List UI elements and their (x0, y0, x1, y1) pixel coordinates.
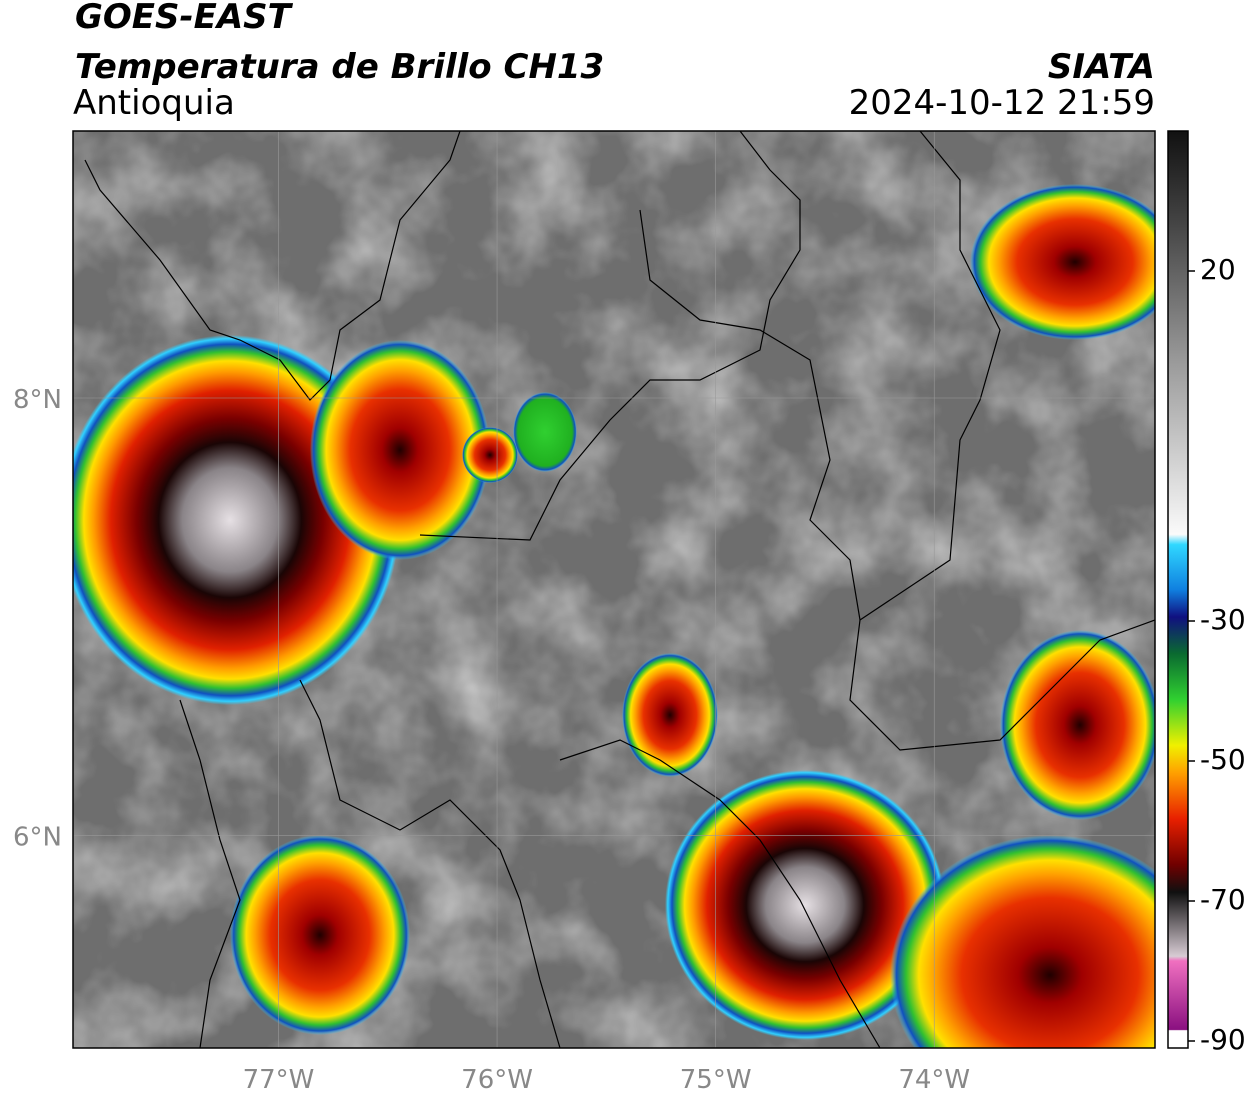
lat-tick-label: 8°N (13, 385, 62, 415)
colorbar-tick-label: -90 (1200, 1023, 1246, 1056)
colorbar-tick-label: -30 (1200, 603, 1246, 636)
product: Temperatura de Brillo CH13 (75, 47, 604, 87)
lon-tick-label: 75°W (680, 1065, 752, 1095)
map-frame (72, 130, 1156, 1049)
header: GOES-EAST Temperatura de Brillo CH13 Ant… (73, 0, 1155, 123)
datetime: 2024-10-12 21:59 (849, 83, 1155, 123)
colorbar (1167, 130, 1189, 1049)
lon-tick-label: 77°W (243, 1065, 315, 1095)
colorbar-ticks: 20 -30 -50 -70 -90 (1188, 253, 1246, 1056)
satellite: GOES-EAST (75, 0, 294, 37)
source: SIATA (1048, 47, 1155, 87)
satellite-image (73, 131, 1155, 1048)
colorbar-tick-label: -70 (1200, 883, 1246, 916)
colorbar-tick-label: 20 (1200, 253, 1236, 286)
lat-tick-label: 6°N (13, 823, 62, 853)
lon-tick-label: 74°W (898, 1065, 970, 1095)
lon-tick-label: 76°W (461, 1065, 533, 1095)
axis-ticks: 77°W 76°W 75°W 74°W 8°N 6°N (13, 385, 970, 1095)
region: Antioquia (73, 83, 235, 123)
grid (73, 131, 1155, 1048)
colorbar-tick-label: -50 (1200, 743, 1246, 776)
